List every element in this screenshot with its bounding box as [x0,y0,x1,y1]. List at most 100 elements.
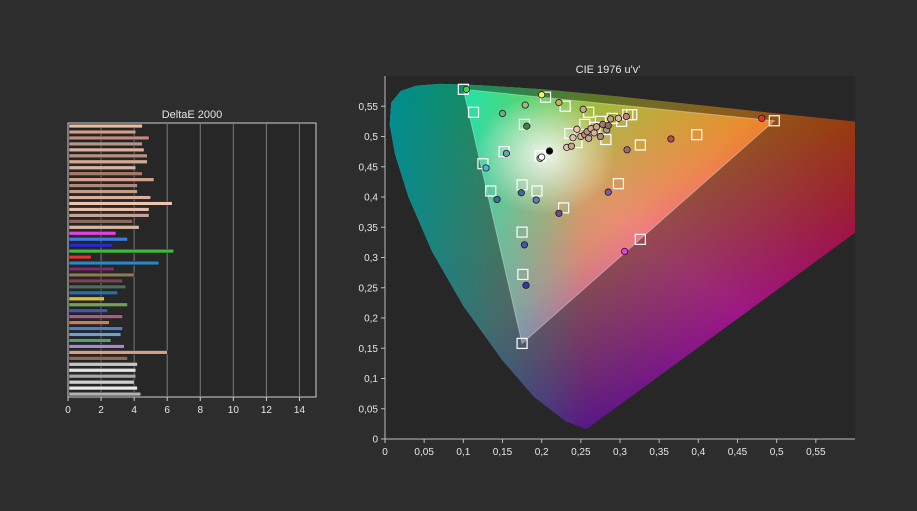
deltae-bar [68,147,145,152]
deltae-bar [68,380,135,385]
deltae-bar [68,237,128,242]
deltae-bar [68,153,148,158]
target-square [691,129,703,141]
deltae-bar [68,141,143,146]
target-square [467,106,480,118]
deltae-tick-label: 6 [164,405,170,416]
deltae-tick-label: 8 [197,405,203,416]
cie-chart: CIE 1976 u'v' 0 0,05 0,1 0,15 0,2 0,25 0,3 0,35… [359,64,855,458]
cie-x-tick-label: 0 [382,447,388,458]
measured-point [520,241,529,249]
deltae-bar [68,308,108,313]
cie-x-tick-label: 0,2 [535,447,549,458]
measured-point [521,101,529,109]
deltae-tick-label: 0 [65,405,71,416]
cie-x-tick-label: 0,45 [728,447,748,458]
target-square [516,337,528,350]
cie-y-axis: 0 0,05 0,1 0,15 0,2 0,25 0,3 0,35 0,4 0,45 0,5 0,55 [359,102,385,446]
deltae-tick-label: 12 [261,405,273,416]
cie-x-axis: 0 0,05 0,1 0,15 0,2 0,25 0,3 0,35 0,4 0,45 0,5 0,55 [382,439,826,458]
deltae-bar [68,266,115,272]
deltae-tick-label: 14 [294,405,306,416]
deltae-bar [68,272,135,277]
deltae-bar [68,255,92,260]
cie-x-tick-label: 0,15 [493,447,513,458]
measured-point [555,99,563,107]
measured-point [532,196,540,204]
measured-point [579,105,587,113]
target-square [768,115,780,127]
deltae-bar [68,260,160,266]
measured-point [482,164,490,172]
target-square [571,136,583,149]
deltae-bars [68,123,175,397]
cie-x-tick-label: 0,25 [571,447,591,458]
cie-y-tick-label: 0,35 [359,223,379,234]
cie-y-tick-label: 0 [372,435,378,446]
deltae-bar [68,201,173,206]
deltae-bar [68,284,127,289]
deltae-bar [68,392,141,397]
deltae-bar [68,314,123,319]
deltae-bar [68,344,125,349]
deltae-bar [68,374,136,379]
target-square [559,100,571,112]
deltae-bar [68,249,175,254]
cie-y-tick-label: 0,55 [359,102,379,113]
measured-point [623,146,631,154]
measured-point [502,149,511,158]
cie-x-tick-label: 0,1 [456,447,470,458]
deltae-bar [68,278,123,283]
deltae-x-axis: 0 2 4 6 8 10 12 14 [65,397,305,416]
deltae-bar [68,135,150,140]
cie-y-tick-label: 0,5 [364,132,378,143]
measured-point [596,132,605,141]
deltae-bar [68,356,128,361]
cie-y-tick-label: 0,2 [364,314,378,325]
deltae-chart: DeltaE 2000 0 2 4 6 8 10 12 14 [65,109,317,416]
cie-y-tick-label: 0,25 [359,283,379,294]
target-square [517,268,529,281]
measured-point [614,114,623,122]
cie-x-tick-label: 0,55 [806,447,826,458]
deltae-bar [68,243,113,248]
cie-y-tick-label: 0,05 [359,404,379,415]
deltae-bar [68,165,136,170]
deltae-bar [68,362,138,367]
measured-point [573,125,581,133]
deltae-bar [68,219,133,224]
target-square [612,178,625,190]
deltae-bar [68,207,150,212]
deltae-bar [68,350,168,355]
measured-point [604,188,612,196]
deltae-bar [68,290,118,295]
measured-point [538,153,546,161]
deltae-bar [68,296,105,301]
deltae-bar [68,177,155,182]
measured-point [567,142,576,150]
measured-point [606,115,615,123]
cie-x-tick-label: 0,05 [414,447,434,458]
measured-point [569,134,577,142]
measured-point [493,195,501,204]
target-square [634,139,646,151]
measured-point [592,123,601,131]
deltae-bar [68,368,136,373]
deltae-bar [68,123,143,129]
measured-point [545,147,554,155]
deltae-bar [68,231,117,236]
cie-x-tick-label: 0,35 [649,447,669,458]
deltae-plot-area [67,122,317,398]
cie-y-tick-label: 0,45 [359,162,379,173]
cie-y-tick-label: 0,3 [364,253,378,264]
measured-point [585,134,593,142]
deltae-title: DeltaE 2000 [162,109,223,121]
measured-point [538,91,546,99]
deltae-bar [68,225,140,230]
deltae-bar [68,183,138,188]
deltae-bar [68,189,138,194]
measured-point [590,129,598,137]
measured-point [622,112,630,121]
target-square [634,233,646,245]
